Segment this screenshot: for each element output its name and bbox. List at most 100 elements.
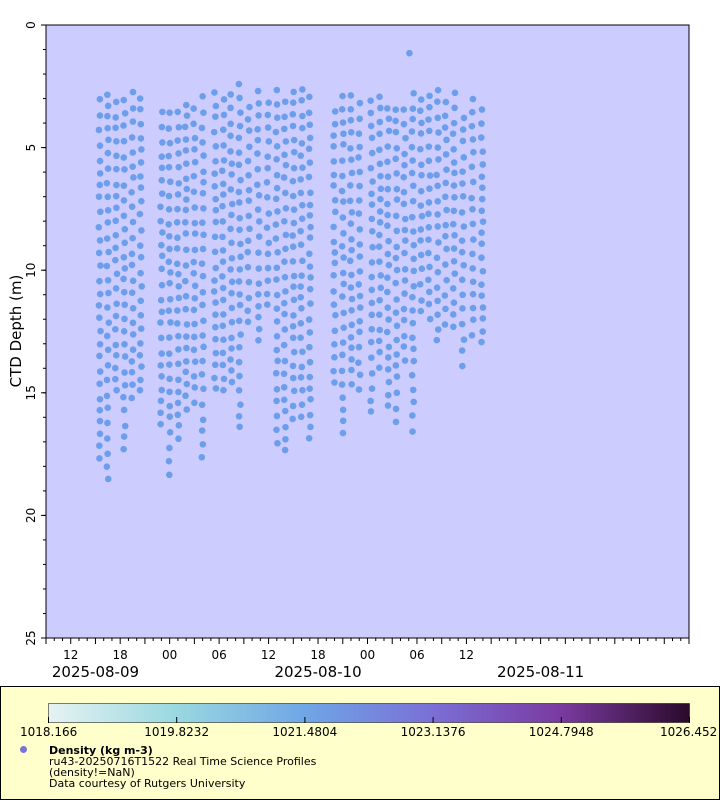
- data-point: [434, 114, 442, 122]
- data-point: [228, 367, 235, 374]
- data-point: [212, 299, 219, 306]
- data-point: [159, 229, 166, 236]
- colorbar: [48, 703, 690, 723]
- data-point: [246, 103, 253, 111]
- data-point: [409, 428, 416, 435]
- data-point: [167, 319, 174, 326]
- data-point: [183, 246, 190, 254]
- data-point: [175, 421, 183, 429]
- data-point: [183, 101, 190, 109]
- data-point: [330, 132, 337, 139]
- data-point: [385, 261, 393, 269]
- data-point: [199, 92, 206, 100]
- y-tick-label: 10: [24, 263, 38, 278]
- data-point: [384, 354, 392, 361]
- data-point: [212, 113, 219, 120]
- data-point: [478, 338, 485, 346]
- data-point: [157, 319, 164, 326]
- data-point: [425, 199, 433, 206]
- data-point: [433, 284, 441, 291]
- data-point: [367, 408, 375, 415]
- data-point: [237, 253, 244, 261]
- data-point: [263, 290, 271, 298]
- data-point: [289, 374, 297, 382]
- data-point: [136, 386, 144, 394]
- data-point: [129, 319, 137, 327]
- data-point: [227, 104, 234, 112]
- data-point: [96, 417, 104, 425]
- data-point: [458, 209, 466, 216]
- data-point: [128, 134, 136, 141]
- data-point: [478, 254, 485, 261]
- data-point: [137, 159, 145, 166]
- data-point: [121, 353, 129, 360]
- data-point: [368, 273, 375, 281]
- data-point: [479, 328, 487, 335]
- data-point: [369, 243, 376, 251]
- data-point: [191, 358, 199, 365]
- data-point: [377, 172, 384, 180]
- data-point: [173, 245, 181, 252]
- data-point: [121, 166, 128, 173]
- data-point: [273, 333, 281, 340]
- data-point: [182, 368, 190, 376]
- data-point: [212, 335, 219, 343]
- data-point: [120, 433, 128, 440]
- data-point: [306, 343, 313, 351]
- data-point: [273, 156, 280, 163]
- data-point: [306, 212, 314, 219]
- data-point: [228, 278, 236, 286]
- data-point: [434, 198, 442, 205]
- data-point: [254, 206, 262, 213]
- data-point: [182, 147, 190, 154]
- data-point: [393, 243, 400, 251]
- data-point: [459, 193, 467, 200]
- data-point: [478, 173, 486, 181]
- data-point: [212, 158, 219, 165]
- data-point: [212, 323, 219, 331]
- data-point: [265, 138, 273, 145]
- data-point: [368, 201, 376, 208]
- data-points: [95, 49, 487, 483]
- data-point: [393, 373, 401, 380]
- data-point: [392, 279, 399, 287]
- data-point: [347, 145, 354, 152]
- data-point: [137, 325, 145, 332]
- data-point: [105, 248, 112, 256]
- data-point: [129, 118, 137, 125]
- data-point: [282, 435, 289, 443]
- data-point: [384, 143, 392, 150]
- data-point: [338, 367, 346, 375]
- x-tick-label: 18: [310, 648, 325, 662]
- data-point: [198, 260, 206, 268]
- data-point: [183, 185, 191, 193]
- data-point: [348, 271, 355, 279]
- data-point: [459, 362, 466, 370]
- data-point: [190, 120, 197, 128]
- data-point: [469, 278, 477, 286]
- data-point: [273, 171, 281, 179]
- data-point: [289, 243, 297, 250]
- data-point: [290, 88, 297, 96]
- data-point: [417, 107, 424, 115]
- data-point: [166, 139, 174, 147]
- data-point: [393, 336, 400, 344]
- data-point: [459, 305, 466, 312]
- data-point: [290, 283, 297, 291]
- data-point: [274, 248, 281, 256]
- data-point: [450, 159, 458, 166]
- data-point: [385, 115, 393, 123]
- data-point: [479, 148, 487, 155]
- data-point: [348, 169, 356, 177]
- data-point: [273, 291, 281, 299]
- data-point: [120, 393, 127, 401]
- data-point: [183, 406, 191, 413]
- data-point: [470, 236, 477, 243]
- data-point: [417, 307, 425, 315]
- data-point: [254, 165, 262, 173]
- data-point: [219, 202, 226, 210]
- data-point: [264, 124, 272, 131]
- data-point: [181, 219, 189, 226]
- data-point: [449, 285, 457, 292]
- data-point: [417, 130, 425, 137]
